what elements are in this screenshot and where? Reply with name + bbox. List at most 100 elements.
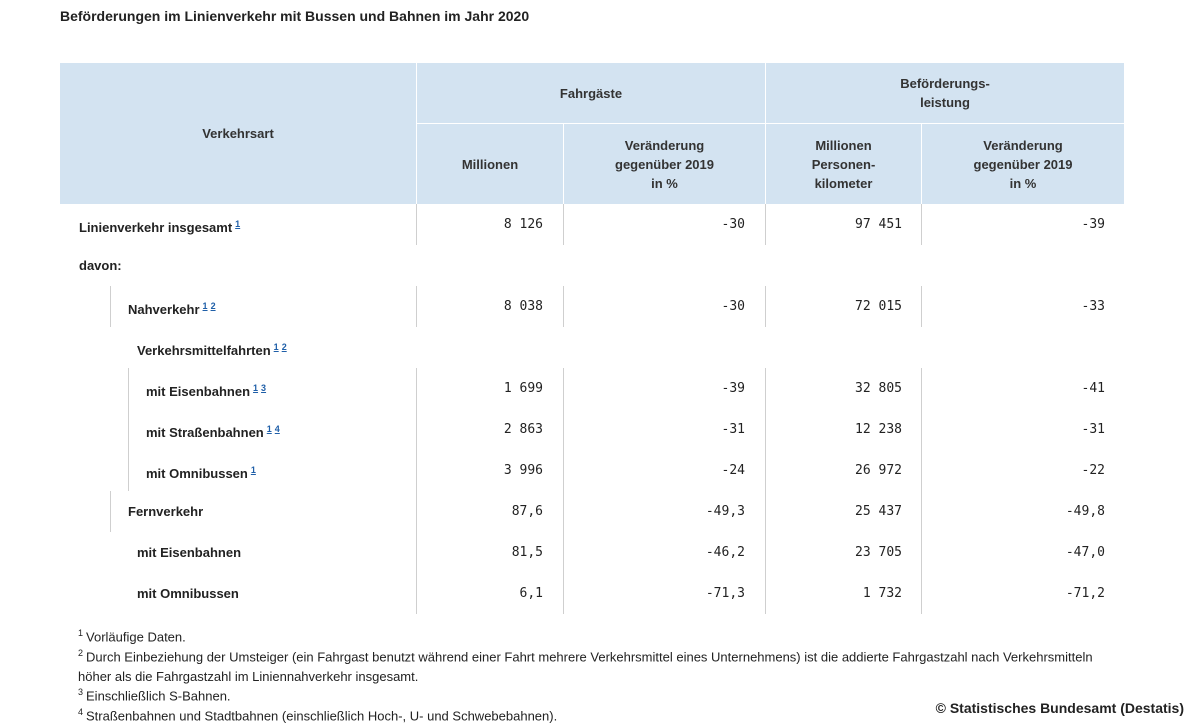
column-line: [563, 573, 564, 614]
footnote-ref[interactable]: 1: [202, 301, 208, 311]
column-line: [563, 491, 564, 532]
cell-value: 12 238: [855, 422, 902, 437]
column-line: [563, 532, 564, 573]
footnote-ref[interactable]: 1: [266, 424, 272, 434]
copyright: © Statistisches Bundesamt (Destatis): [935, 700, 1184, 716]
row-label: davon:: [79, 245, 122, 286]
column-line: [765, 573, 766, 614]
footnote-text: Vorläufige Daten.: [86, 629, 186, 645]
footnote-text: Durch Einbeziehung der Umsteiger (ein Fa…: [78, 649, 1093, 684]
cell-value: -49,3: [705, 504, 745, 519]
footnote-number: 3: [78, 687, 84, 697]
indent-line: [128, 450, 129, 491]
cell-value: -71,2: [1065, 586, 1105, 601]
column-line: [765, 491, 766, 532]
cell-value: 1 699: [503, 381, 543, 396]
row-label: Fernverkehr: [128, 491, 203, 532]
cell-value: 23 705: [855, 545, 902, 560]
header-fahrgaeste: Fahrgäste: [417, 63, 765, 123]
footnote: 2 Durch Einbeziehung der Umsteiger (ein F…: [78, 644, 1118, 686]
cell-value: 97 451: [855, 217, 902, 232]
cell-value: 25 437: [855, 504, 902, 519]
footnote-ref[interactable]: 2: [281, 342, 287, 352]
footnote-ref[interactable]: 1: [250, 465, 256, 475]
header-column: Millionen: [417, 124, 563, 204]
column-line: [765, 450, 766, 491]
column-line: [563, 286, 564, 327]
row-label-text: mit Eisenbahnen: [137, 545, 242, 560]
footnote-number: 2: [78, 648, 84, 658]
cell-value: 72 015: [855, 299, 902, 314]
column-line: [921, 450, 922, 491]
row-label: Verkehrsmittelfahrten 1 2: [137, 327, 287, 368]
cell-value: 6,1: [519, 586, 543, 601]
cell-value: 8 038: [503, 299, 543, 314]
cell-value: -31: [1081, 422, 1105, 437]
cell-value: -30: [721, 217, 745, 232]
cell-value: 81,5: [511, 545, 543, 560]
footnote-ref[interactable]: 3: [261, 383, 267, 393]
header-leistung: Beförderungs- leistung: [766, 63, 1124, 123]
row-label: mit Straßenbahnen 1 4: [146, 409, 280, 450]
footnote-number: 1: [78, 628, 84, 638]
footnote-ref[interactable]: 1: [235, 219, 241, 229]
cell-value: 26 972: [855, 463, 902, 478]
row-label: mit Eisenbahnen 1 3: [146, 368, 266, 409]
column-line: [765, 286, 766, 327]
header-column: Veränderung gegenüber 2019 in %: [564, 124, 765, 204]
row-label-text: mit Eisenbahnen: [146, 384, 251, 399]
column-line: [921, 286, 922, 327]
column-line: [563, 450, 564, 491]
cell-value: -39: [1081, 217, 1105, 232]
footnote-number: 4: [78, 707, 84, 717]
footnote-ref[interactable]: 2: [210, 301, 216, 311]
indent-line: [128, 409, 129, 450]
column-line: [921, 204, 922, 245]
cell-value: -39: [721, 381, 745, 396]
column-line: [416, 368, 417, 409]
footnote: 4 Straßenbahnen und Stadtbahnen (einschli…: [78, 703, 1118, 726]
cell-value: 87,6: [511, 504, 543, 519]
row-label-text: davon:: [79, 258, 122, 273]
footnote-ref[interactable]: 1: [253, 383, 259, 393]
indent-line: [128, 368, 129, 409]
column-line: [921, 409, 922, 450]
cell-value: -41: [1081, 381, 1105, 396]
cell-value: 8 126: [503, 217, 543, 232]
cell-value: -22: [1081, 463, 1105, 478]
row-label-text: mit Straßenbahnen: [146, 425, 264, 440]
column-line: [416, 286, 417, 327]
cell-value: 2 863: [503, 422, 543, 437]
column-line: [765, 532, 766, 573]
column-line: [416, 450, 417, 491]
row-label-text: Nahverkehr: [128, 302, 200, 317]
column-line: [921, 573, 922, 614]
column-line: [416, 491, 417, 532]
row-label-text: mit Omnibussen: [146, 466, 248, 481]
row-label-text: Verkehrsmittelfahrten: [137, 343, 271, 358]
cell-value: -24: [721, 463, 745, 478]
header-verkehrsart: Verkehrsart: [60, 63, 416, 204]
indent-line: [110, 491, 111, 532]
indent-line: [110, 286, 111, 327]
cell-value: 1 732: [862, 586, 902, 601]
cell-value: 32 805: [855, 381, 902, 396]
page-title: Beförderungen im Linienverkehr mit Busse…: [60, 8, 530, 24]
header-column: Veränderung gegenüber 2019 in %: [922, 124, 1124, 204]
column-line: [921, 368, 922, 409]
column-line: [921, 532, 922, 573]
column-line: [416, 532, 417, 573]
row-label: mit Omnibussen 1: [146, 450, 256, 491]
column-line: [921, 491, 922, 532]
cell-value: -47,0: [1065, 545, 1105, 560]
cell-value: -33: [1081, 299, 1105, 314]
column-line: [416, 409, 417, 450]
cell-value: -71,3: [705, 586, 745, 601]
footnote-ref[interactable]: 1: [273, 342, 279, 352]
row-label: Nahverkehr 1 2: [128, 286, 216, 327]
column-line: [563, 204, 564, 245]
footnote-ref[interactable]: 4: [274, 424, 280, 434]
column-line: [563, 409, 564, 450]
row-label: mit Eisenbahnen: [137, 532, 241, 573]
